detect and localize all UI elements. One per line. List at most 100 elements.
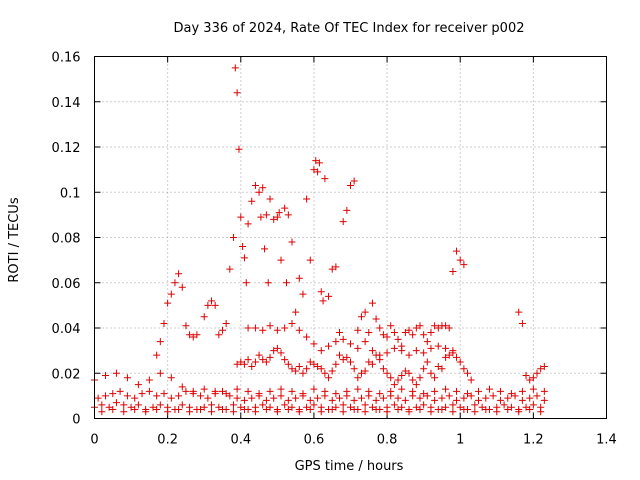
data-point: [522, 372, 530, 380]
data-point: [496, 396, 504, 404]
data-point: [211, 301, 219, 309]
data-point: [164, 408, 172, 416]
data-point: [493, 408, 501, 416]
data-point: [401, 329, 409, 337]
data-point: [328, 396, 336, 404]
data-point: [295, 326, 303, 334]
x-tick-label: 1.4: [596, 433, 617, 448]
data-point: [420, 390, 428, 398]
data-point: [504, 405, 512, 413]
x-axis-label: GPS time / hours: [295, 459, 404, 474]
data-point: [387, 387, 395, 395]
data-point: [482, 405, 490, 413]
data-point: [482, 394, 490, 402]
data-point: [515, 408, 523, 416]
data-point: [270, 347, 278, 355]
data-point: [427, 408, 435, 416]
grid: [94, 56, 607, 419]
data-point: [526, 394, 534, 402]
data-point: [178, 401, 186, 409]
data-point: [460, 365, 468, 373]
data-point: [248, 362, 256, 370]
data-point: [178, 283, 186, 291]
data-point: [350, 396, 358, 404]
data-point: [283, 279, 290, 287]
data-point: [321, 175, 329, 183]
data-point: [182, 322, 190, 330]
data-point: [319, 297, 327, 305]
data-point: [533, 392, 541, 400]
data-point: [288, 238, 296, 246]
data-point: [270, 394, 278, 402]
data-point: [401, 396, 409, 404]
data-point: [275, 209, 283, 217]
y-tick-label: 0.04: [52, 322, 81, 337]
data-point: [167, 394, 175, 402]
data-point: [138, 390, 146, 398]
data-point: [383, 349, 391, 357]
data-point: [412, 324, 420, 332]
data-point: [116, 387, 124, 395]
data-point: [442, 322, 450, 330]
data-point: [273, 213, 281, 221]
data-point: [112, 369, 120, 377]
data-point: [204, 394, 212, 402]
data-point: [233, 360, 241, 368]
data-point: [215, 331, 223, 339]
data-point: [390, 401, 398, 409]
data-point: [467, 376, 475, 384]
data-point: [427, 369, 435, 377]
data-point: [235, 145, 243, 153]
data-point: [471, 408, 479, 416]
x-tick-label: 1.2: [523, 433, 544, 448]
data-point: [518, 319, 526, 327]
data-point: [328, 367, 336, 375]
axis-ticks: 0 0.2 0.4 0.6 0.8 1 1.2 1.4 0 0.02 0.04 0.06 0.08 0.1…: [52, 51, 617, 448]
data-point: [101, 372, 109, 380]
data-point: [526, 376, 534, 384]
data-point: [438, 365, 446, 373]
data-point: [416, 322, 424, 330]
data-point: [540, 362, 548, 370]
data-point: [515, 308, 523, 316]
data-point: [347, 181, 354, 189]
data-point: [145, 387, 153, 395]
y-tick-label: 0.14: [52, 96, 81, 111]
data-point: [317, 347, 325, 355]
data-point: [372, 396, 380, 404]
data-point: [347, 340, 354, 348]
data-point: [134, 401, 142, 409]
data-point: [540, 387, 548, 395]
data-point: [156, 401, 164, 409]
data-point: [98, 401, 106, 409]
data-point: [372, 405, 380, 413]
data-point: [222, 319, 230, 327]
data-point: [299, 290, 307, 298]
data-point: [434, 362, 442, 370]
data-point: [336, 329, 344, 337]
data-point: [259, 356, 267, 364]
data-point: [284, 360, 292, 368]
data-point: [471, 401, 479, 409]
data-point: [398, 385, 406, 393]
data-point: [262, 211, 270, 219]
data-point: [229, 401, 237, 409]
data-point: [315, 159, 323, 167]
data-point: [288, 365, 296, 373]
data-point: [332, 338, 340, 346]
data-point: [153, 351, 161, 359]
data-point: [219, 405, 226, 413]
data-point: [229, 234, 237, 241]
data-point: [398, 347, 406, 355]
data-point: [112, 399, 120, 407]
data-point: [475, 396, 482, 404]
data-point: [361, 338, 369, 346]
data-point: [134, 381, 142, 389]
data-point: [109, 405, 117, 413]
data-point: [259, 401, 267, 409]
data-point: [299, 390, 307, 398]
data-point: [310, 166, 318, 174]
data-point: [325, 342, 333, 350]
data-point: [357, 394, 365, 402]
